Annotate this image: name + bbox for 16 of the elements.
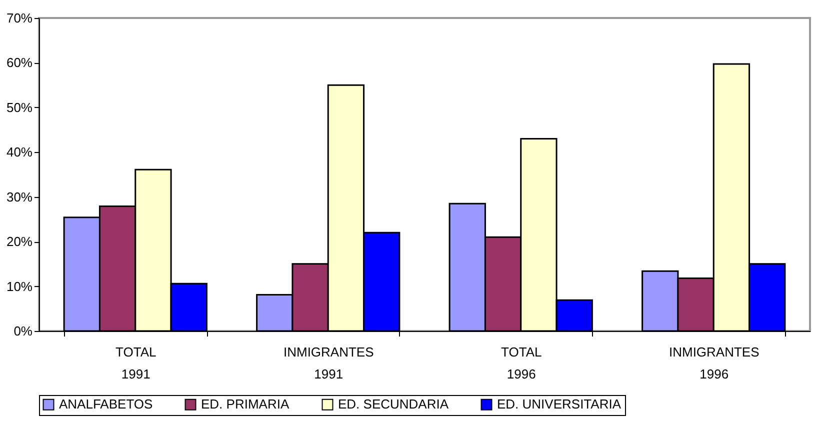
y-tick-label: 10% — [6, 278, 33, 294]
y-tick-label: 40% — [6, 144, 33, 160]
y-tick-label: 70% — [6, 10, 33, 26]
y-tick-label: 50% — [6, 100, 33, 115]
legend-label: ED. PRIMARIA — [201, 396, 290, 412]
y-tick-label: 0% — [14, 324, 33, 338]
x-tick-label: INMIGRANTES 1996 — [668, 344, 760, 382]
y-tick-label: 60% — [6, 55, 33, 70]
x-tick-label: INMIGRANTES 1991 — [283, 344, 374, 382]
x-tick-label: TOTAL 1991 — [116, 344, 156, 382]
y-tick-label: 30% — [6, 189, 33, 204]
legend-label: ANALFABETOS — [59, 396, 154, 412]
legend-label: ED. UNIVERSITARIA — [497, 396, 622, 412]
x-tick-label: TOTAL 1996 — [501, 344, 542, 382]
legend-label: ED. SECUNDARIA — [338, 396, 449, 412]
y-tick-label: 20% — [6, 234, 33, 250]
